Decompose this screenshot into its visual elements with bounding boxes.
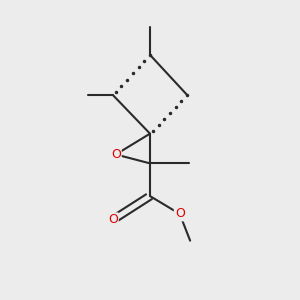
Text: O: O xyxy=(108,213,118,226)
Text: O: O xyxy=(111,148,121,161)
Text: O: O xyxy=(175,207,185,220)
